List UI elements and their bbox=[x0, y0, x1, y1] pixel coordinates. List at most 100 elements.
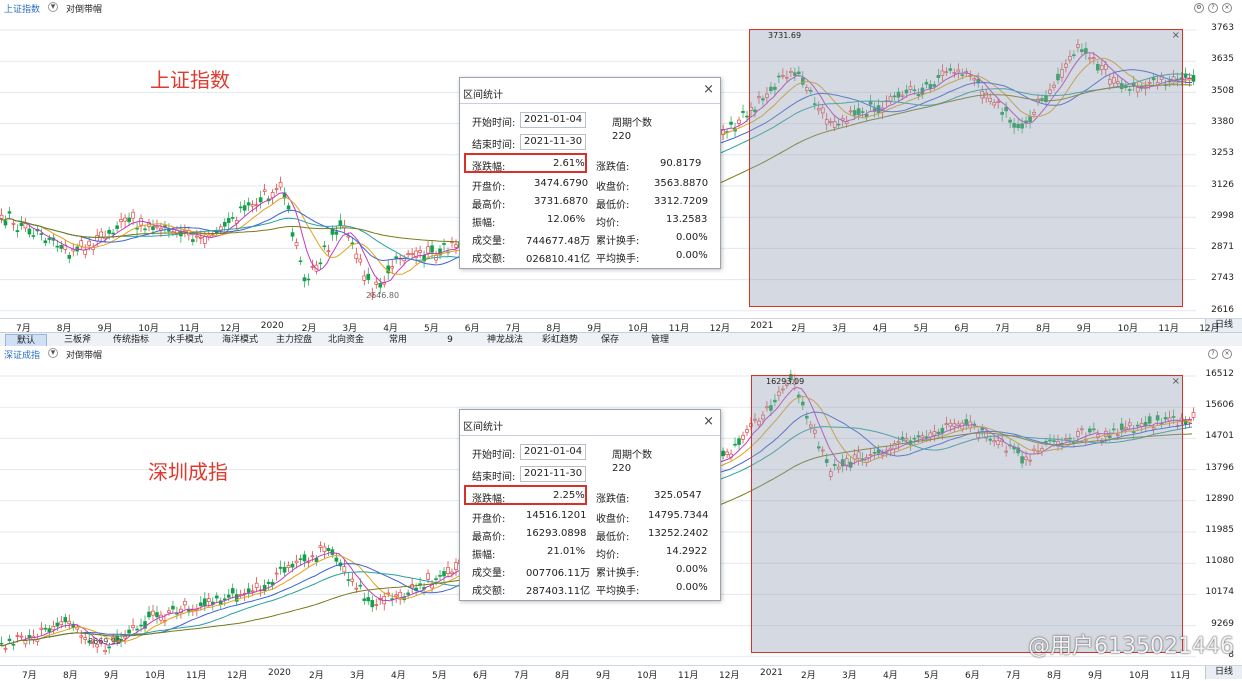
indicator-tab[interactable]: 海洋模式 bbox=[221, 335, 258, 345]
x-tick-label: 3月 bbox=[842, 671, 857, 681]
candle-body bbox=[27, 228, 32, 235]
indicator-tab[interactable]: 主力控盘 bbox=[275, 335, 312, 345]
close-icon[interactable]: × bbox=[1222, 349, 1232, 359]
candle-body bbox=[781, 74, 785, 77]
indicator-tab[interactable]: 神龙战法 bbox=[486, 335, 523, 345]
indicator-tab[interactable]: 水手模式 bbox=[166, 335, 203, 345]
sz-selection-close-icon[interactable]: × bbox=[1171, 376, 1180, 387]
x-tick-label: 8月 bbox=[555, 671, 570, 681]
candle-body bbox=[135, 227, 139, 230]
candle-body bbox=[785, 76, 789, 79]
help-icon[interactable]: ? bbox=[1208, 3, 1218, 13]
candle-body bbox=[362, 275, 367, 281]
y-tick-label: 11985 bbox=[1205, 525, 1234, 535]
y-tick-label: 2998 bbox=[1211, 210, 1234, 221]
sh-big-label: 上证指数 bbox=[150, 68, 230, 92]
start-date-field[interactable]: 2021-01-04 bbox=[520, 112, 587, 128]
sh-index-name[interactable]: 上证指数 bbox=[4, 5, 41, 15]
y-tick-label: 2616 bbox=[1211, 304, 1234, 315]
indicator-tab[interactable]: 保存 bbox=[600, 335, 619, 345]
divider bbox=[460, 435, 720, 436]
candle-body bbox=[777, 75, 781, 78]
candle-body bbox=[3, 647, 8, 650]
avg-label: 均价: bbox=[596, 550, 620, 561]
candle-body bbox=[856, 108, 861, 115]
indicator-tab[interactable]: 常用 bbox=[388, 335, 407, 345]
indicator-tab[interactable]: 北向资金 bbox=[327, 335, 364, 345]
indicator-tab[interactable]: 9 bbox=[447, 335, 453, 345]
candle-body bbox=[274, 188, 279, 190]
candle-body bbox=[362, 598, 367, 601]
settings-icon[interactable]: ⚙ bbox=[1194, 3, 1204, 13]
weibo-watermark: @用户6135021446 bbox=[1028, 634, 1234, 659]
sh-day-line-button[interactable]: 日线 bbox=[1205, 319, 1242, 332]
help-icon[interactable]: ? bbox=[1208, 349, 1218, 359]
start-date-field[interactable]: 2021-01-04 bbox=[520, 444, 587, 460]
candle-body bbox=[805, 416, 809, 419]
change-pct-highlight bbox=[464, 153, 587, 173]
candle-body bbox=[55, 245, 60, 248]
vol-label: 成交量: bbox=[472, 236, 506, 247]
x-tick-label: 9月 bbox=[1088, 671, 1103, 681]
sh-dropdown-icon[interactable]: ▾ bbox=[48, 2, 58, 12]
amt-label: 成交额: bbox=[472, 586, 506, 597]
candle-body bbox=[107, 229, 111, 234]
candle-body bbox=[366, 597, 371, 602]
candle-body bbox=[808, 90, 813, 92]
indicator-tab[interactable]: 传统指标 bbox=[112, 335, 149, 345]
candle-body bbox=[207, 598, 211, 602]
change-val-value: 90.8179 bbox=[660, 158, 702, 169]
sz-range-stats-dialog: 区间统计 × 开始时间: 2021-01-04 周期个数 结束时间: 2021-… bbox=[459, 409, 721, 601]
sz-index-name[interactable]: 深证成指 bbox=[4, 351, 41, 361]
candle-body bbox=[1147, 82, 1152, 84]
end-date-field[interactable]: 2021-11-30 bbox=[520, 134, 587, 150]
candle-body bbox=[1004, 106, 1008, 112]
x-tick-label: 8月 bbox=[546, 324, 562, 334]
candle-body bbox=[454, 244, 458, 248]
candle-body bbox=[765, 93, 769, 98]
candle-body bbox=[745, 115, 749, 118]
candle-body bbox=[79, 240, 84, 247]
candle-body bbox=[374, 281, 379, 285]
sh-scale-label[interactable]: 对倒带帽 bbox=[66, 5, 103, 15]
end-date-field[interactable]: 2021-11-30 bbox=[520, 466, 587, 482]
sh-selection-close-icon[interactable]: × bbox=[1171, 30, 1180, 41]
sz-scale-label[interactable]: 对倒带帽 bbox=[66, 351, 103, 361]
indicator-tab[interactable]: 管理 bbox=[650, 335, 669, 345]
close-icon[interactable]: × bbox=[1222, 3, 1232, 13]
candle-body bbox=[868, 454, 873, 456]
sz-dropdown-icon[interactable]: ▾ bbox=[48, 348, 58, 358]
candle-body bbox=[816, 446, 821, 449]
candle-body bbox=[936, 431, 941, 435]
sh-selection-range[interactable]: × bbox=[749, 29, 1183, 307]
candle-body bbox=[51, 626, 56, 631]
x-tick-label: 6月 bbox=[464, 324, 480, 334]
x-tick-label: 2月 bbox=[309, 671, 324, 681]
candle-body bbox=[334, 231, 339, 235]
sz-day-line-button[interactable]: 日线 bbox=[1205, 666, 1242, 679]
candle-body bbox=[988, 438, 992, 441]
dialog-close-icon[interactable]: × bbox=[703, 414, 714, 429]
indicator-tab[interactable]: 彩虹趋势 bbox=[541, 335, 578, 345]
close-value: 3563.8870 bbox=[654, 178, 709, 189]
candle-body bbox=[418, 250, 422, 253]
sz-selection-range[interactable]: × bbox=[751, 375, 1183, 653]
dialog-close-icon[interactable]: × bbox=[703, 82, 714, 97]
candle-body bbox=[326, 250, 331, 253]
candle-body bbox=[741, 111, 745, 113]
candle-body bbox=[932, 431, 937, 436]
candle-body bbox=[840, 459, 845, 467]
candle-body bbox=[0, 214, 4, 219]
x-tick-label: 9月 bbox=[97, 324, 113, 334]
indicator-tab[interactable]: 三板斧 bbox=[63, 335, 91, 345]
candle-body bbox=[306, 278, 311, 281]
candle-body bbox=[250, 590, 255, 593]
x-tick-label: 8月 bbox=[56, 324, 72, 334]
candle-body bbox=[896, 91, 901, 98]
candle-body bbox=[900, 94, 905, 97]
x-tick-label: 5月 bbox=[424, 324, 439, 334]
candle-body bbox=[836, 123, 841, 126]
candle-body bbox=[43, 627, 48, 630]
x-tick-label: 4月 bbox=[883, 671, 898, 681]
turn1-label: 累计换手: bbox=[596, 236, 640, 247]
